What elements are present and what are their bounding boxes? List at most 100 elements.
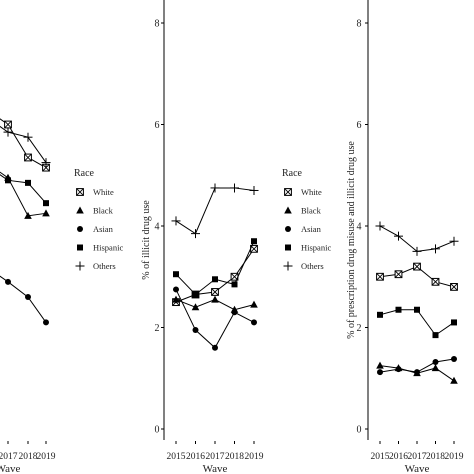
x-tick-label: 2018 xyxy=(19,452,38,462)
series-line-hispanic xyxy=(175,241,255,296)
y-tick-label: 6 xyxy=(155,120,160,131)
data-point-asian xyxy=(192,327,199,334)
chart-panel-3: 0 2 4 6 8 % of prescription drug misuse and i… xyxy=(346,0,464,474)
data-point-black xyxy=(24,211,32,219)
legend-key-hispanic xyxy=(285,244,291,251)
data-point-asian xyxy=(5,278,11,285)
legend-label: Others xyxy=(93,261,116,271)
legend-title: Race xyxy=(74,168,95,179)
data-point-others xyxy=(394,231,403,241)
legend-key-white xyxy=(76,188,84,196)
legend-key-asian xyxy=(77,226,83,232)
legend-label: White xyxy=(93,187,114,197)
data-point-black xyxy=(211,295,219,303)
legend-label: Hispanic xyxy=(301,243,331,253)
legend-title: Race xyxy=(282,168,303,179)
legend-label: Others xyxy=(301,261,324,271)
data-point-others xyxy=(375,221,385,231)
data-point-hispanic xyxy=(414,306,420,313)
data-point-others xyxy=(23,132,33,142)
legend-key-black xyxy=(284,206,292,214)
data-point-hispanic xyxy=(192,291,199,298)
data-point-hispanic xyxy=(377,311,383,318)
data-point-hispanic xyxy=(432,332,439,339)
legend-label: Black xyxy=(93,206,114,216)
x-axis-title: Wave xyxy=(405,463,430,474)
data-point-hispanic xyxy=(451,319,457,326)
x-tick-label: 2016 xyxy=(186,452,205,462)
legend-label: Asian xyxy=(93,224,114,234)
series-line-hispanic xyxy=(0,174,47,204)
legend-label: Hispanic xyxy=(93,243,123,253)
data-point-asian xyxy=(395,366,402,373)
x-tick-label: 2019 xyxy=(445,452,464,462)
legend-label: Black xyxy=(301,206,322,216)
legend-label: Asian xyxy=(301,224,322,234)
data-point-asian xyxy=(43,319,49,326)
legend: Race White Black Asian Hispanic Others xyxy=(74,168,123,271)
y-tick-label: 2 xyxy=(357,323,362,334)
data-point-white xyxy=(211,288,219,296)
series-line-hispanic xyxy=(379,309,455,336)
x-tick-label: 2017 xyxy=(408,452,427,462)
y-axis-label: % of prescription drug misuse and illici… xyxy=(346,141,357,339)
data-point-asian xyxy=(432,359,439,366)
data-point-hispanic xyxy=(231,281,238,288)
data-point-white xyxy=(413,262,421,271)
y-tick-label: 6 xyxy=(357,120,362,131)
data-point-hispanic xyxy=(212,276,218,283)
data-point-hispanic xyxy=(173,271,179,278)
y-tick-label: 8 xyxy=(357,19,362,30)
x-tick-label: 2015 xyxy=(371,452,390,462)
data-point-others xyxy=(210,183,220,193)
data-point-black xyxy=(250,300,258,308)
data-point-white xyxy=(450,283,458,291)
data-point-hispanic xyxy=(251,238,257,245)
y-tick-label: 4 xyxy=(155,222,160,233)
series-line-others xyxy=(175,187,255,235)
data-point-asian xyxy=(251,319,257,326)
data-point-asian xyxy=(173,286,179,293)
x-tick-label: 2019 xyxy=(245,452,264,462)
y-tick-label: 8 xyxy=(155,19,160,30)
legend-key-others xyxy=(75,261,85,271)
data-point-asian xyxy=(414,369,420,376)
data-point-others xyxy=(171,216,181,226)
series-line-asian xyxy=(0,275,47,323)
x-tick-label: 2015 xyxy=(167,452,186,462)
data-point-black xyxy=(376,361,384,369)
x-tick-label: 2019 xyxy=(37,452,56,462)
legend: Race White Black Asian Hispanic Others xyxy=(282,168,331,271)
data-point-others xyxy=(230,183,239,193)
data-point-white xyxy=(394,270,403,279)
data-point-others xyxy=(191,229,200,239)
data-point-white xyxy=(4,120,12,129)
series-line-others xyxy=(0,125,47,163)
series-line-black xyxy=(0,171,47,217)
data-point-white xyxy=(376,272,384,281)
data-point-hispanic xyxy=(5,177,11,184)
y-tick-label: 4 xyxy=(357,222,362,233)
data-point-asian xyxy=(212,344,218,351)
legend-key-asian xyxy=(285,226,291,232)
data-point-asian xyxy=(377,369,383,376)
x-axis-title: Wave xyxy=(203,463,228,474)
data-point-others xyxy=(3,127,13,137)
y-tick-label: 2 xyxy=(155,323,160,334)
x-tick-label: 2017 xyxy=(0,452,18,462)
legend-label: White xyxy=(301,187,322,197)
legend-key-hispanic xyxy=(77,244,83,251)
series-line-white xyxy=(0,118,47,169)
data-point-others xyxy=(449,236,459,246)
x-tick-label: 2018 xyxy=(225,452,244,462)
data-point-hispanic xyxy=(43,200,49,207)
data-point-others xyxy=(412,246,422,256)
y-axis-label: % of illicit drug use xyxy=(141,200,152,280)
x-tick-label: 2018 xyxy=(426,452,445,462)
y-tick-label: 0 xyxy=(357,425,362,436)
data-point-asian xyxy=(231,309,238,316)
data-point-black xyxy=(431,364,440,372)
